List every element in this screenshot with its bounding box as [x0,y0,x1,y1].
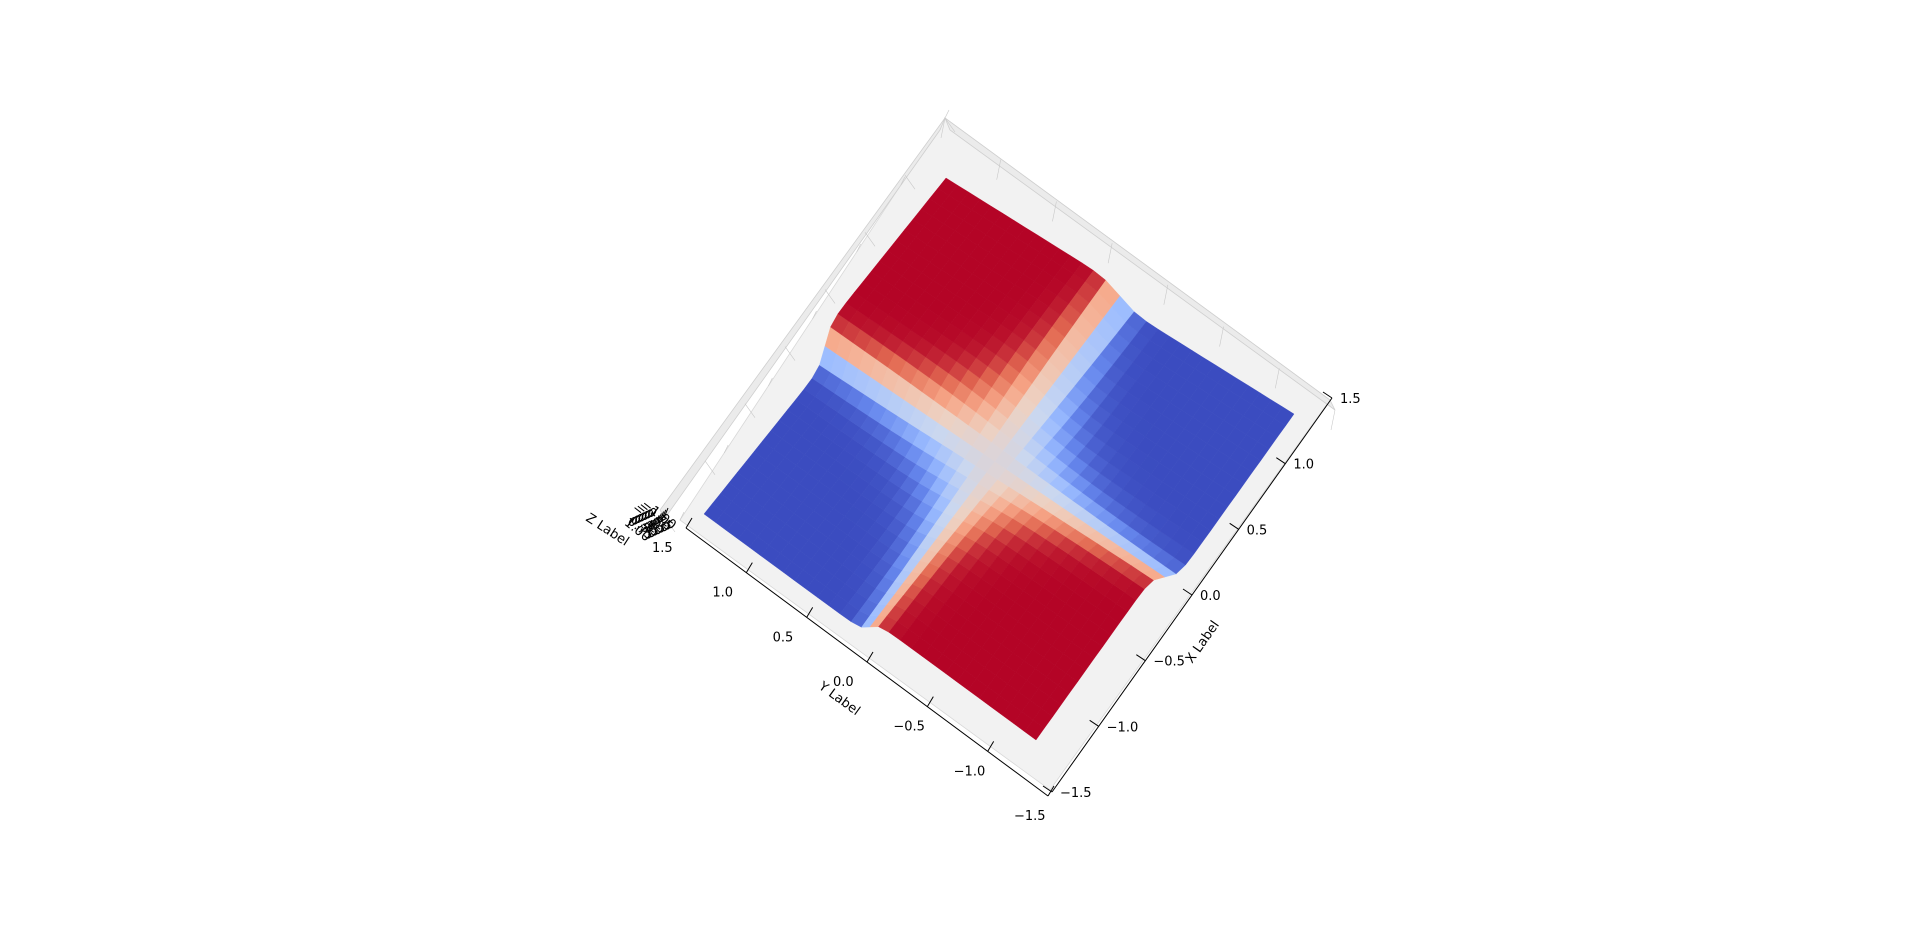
y-tick-3 [866,651,874,663]
y-tick-label-4: 0.5 [773,630,794,645]
z-axis-label: Z Label [583,511,632,550]
y-tick-label-5: 1.0 [712,586,733,601]
gridline-wall-left-1 [904,174,916,190]
x-tick-label-3: 0.0 [1200,589,1221,604]
gridline-wall-right-7 [1330,409,1336,431]
z-tick-0 [663,507,669,519]
y-tick-label-0: −1.5 [1014,809,1046,824]
gridline-x-2 [856,243,861,253]
z-axis: −1.00−0.75−0.50−0.250.000.250.500.751.00 [621,497,679,545]
gridline-wall-left-2 [864,232,876,247]
y-tick-label-1: −1.0 [954,764,986,779]
z-tick-2 [659,511,665,522]
z-tick-8 [645,522,651,533]
gridline-wall-left-6 [704,460,716,476]
y-tick-4 [806,607,814,618]
gridline-wall-left-4 [784,346,796,361]
z-tick-4 [654,515,660,526]
x-tick-2 [1136,654,1146,662]
gridline-x-0 [944,109,950,119]
gridline-wall-left-5 [744,403,756,418]
y-axis: −1.5 −1.0 −0.5 0.0 0.5 1.0 1.5 [652,517,1055,824]
x-tick-3 [1182,588,1193,596]
x-tick-label-4: 0.5 [1247,523,1268,538]
gridline-x-1 [900,176,906,186]
x-axis-label: X Label [1183,618,1223,666]
x-tick-label-2: −0.5 [1153,655,1185,670]
z-tick-1 [661,509,667,520]
gridline-x-3 [812,310,817,320]
gridline-x-5 [723,444,729,454]
y-tick-2 [926,696,934,707]
x-tick-label-6: 1.5 [1340,392,1361,407]
gridline-wall-right-3 [1107,243,1113,264]
gridline-wall-right-5 [1219,326,1224,347]
x-axis: −1.5 −1.0 −0.5 0.0 0.5 1.0 1.5 [1042,391,1361,801]
gridline-wall-right-1 [996,159,1002,180]
x-tick-label-0: −1.5 [1060,786,1092,801]
gridline-wall-right-0 [940,117,946,139]
y-tick-0 [1047,785,1055,797]
x-tick-6 [1322,391,1333,399]
x-tick-5 [1276,457,1286,465]
gridline-wall-right-4 [1163,284,1169,305]
gridline-wall-right-6 [1274,368,1280,389]
x-tick-label-1: −1.0 [1107,720,1139,735]
y-tick-1 [987,741,995,752]
y-tick-label-3: 0.0 [833,675,854,690]
y-tick-5 [745,562,753,573]
y-tick-label-2: −0.5 [893,720,925,735]
x-tick-label-5: 1.0 [1293,458,1314,473]
y-tick-6 [685,517,693,529]
gridline-wall-left-7 [664,517,676,533]
gridline-wall-right-2 [1052,201,1057,222]
z-tick-3 [656,513,662,524]
gridline-wall-left-0 [944,117,956,133]
gridline-wall-left-3 [824,289,836,304]
z-tick-7 [648,520,654,531]
y-tick-label-6: 1.5 [652,541,673,556]
x-tick-4 [1229,522,1239,530]
axes-gridlines [664,109,1336,533]
gridline-x-4 [768,377,773,387]
z-tick-5 [652,516,658,528]
surface-mesh [703,177,1295,741]
z-tick-6 [650,518,656,529]
x-tick-1 [1089,719,1099,727]
gridline-x-6 [679,511,685,521]
surface-patch-29-0 [1274,406,1295,426]
